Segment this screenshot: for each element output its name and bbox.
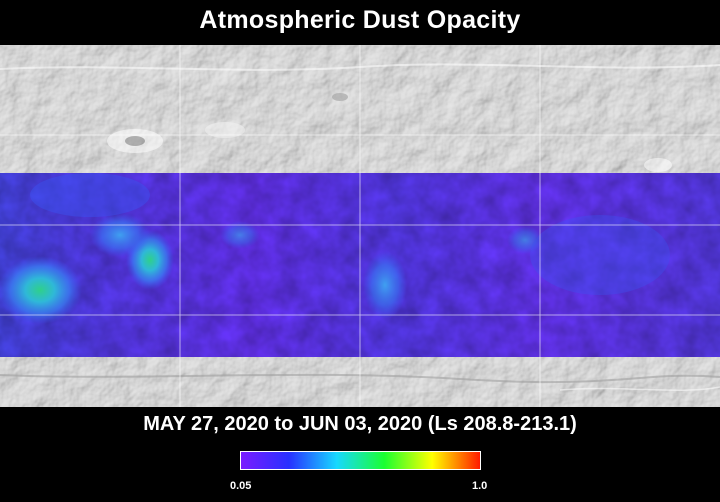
colorbar-gradient <box>241 452 480 469</box>
map-title: Atmospheric Dust Opacity <box>199 6 521 34</box>
mars-map <box>0 45 720 407</box>
date-range-label: MAY 27, 2020 to JUN 03, 2020 (Ls 208.8-2… <box>143 413 577 435</box>
map-svg <box>0 45 720 407</box>
colorbar-max-label: 1.0 <box>472 480 488 492</box>
lat-lon-grid <box>0 45 720 407</box>
colorbar-min-label: 0.05 <box>230 480 252 492</box>
opacity-colorbar <box>240 451 481 470</box>
dust-patches <box>0 173 670 324</box>
